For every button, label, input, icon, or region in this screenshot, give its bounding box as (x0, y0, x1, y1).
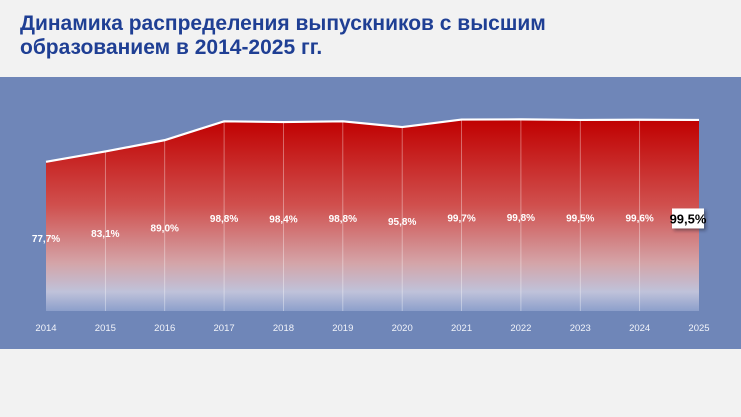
data-label: 99,7% (447, 213, 475, 224)
data-label: 77,7% (32, 234, 60, 245)
x-tick-label: 2015 (95, 323, 116, 334)
x-tick-label: 2016 (154, 323, 175, 334)
data-label: 98,8% (329, 214, 357, 225)
data-label: 98,4% (269, 215, 297, 226)
area-series (46, 119, 699, 311)
title-line-2: образованием в 2014-2025 гг. (20, 36, 323, 59)
x-tick-label: 2021 (451, 323, 472, 334)
highlight-label-box (672, 208, 704, 229)
data-label-highlighted: 99,5% (670, 211, 707, 226)
x-tick-label: 2019 (332, 323, 353, 334)
title-line-1: Динамика распределения выпускников с выс… (20, 12, 546, 35)
x-tick-label: 2023 (570, 323, 591, 334)
x-tick-label: 2022 (510, 323, 531, 334)
data-label: 98,8% (210, 214, 238, 225)
data-label: 99,5% (566, 213, 594, 224)
series-line (45, 118, 700, 163)
data-label: 99,8% (507, 213, 535, 224)
x-tick-label: 2018 (273, 323, 294, 334)
x-tick-label: 2024 (629, 323, 650, 334)
data-label: 83,1% (91, 229, 119, 240)
x-tick-label: 2025 (688, 323, 709, 334)
data-label: 95,8% (388, 217, 416, 228)
x-tick-label: 2020 (392, 323, 413, 334)
x-tick-label: 2014 (35, 323, 56, 334)
page-title: Динамика распределения выпускников с выс… (20, 12, 720, 60)
data-label: 99,6% (625, 213, 653, 224)
x-tick-label: 2017 (214, 323, 235, 334)
data-label: 89,0% (151, 223, 179, 234)
